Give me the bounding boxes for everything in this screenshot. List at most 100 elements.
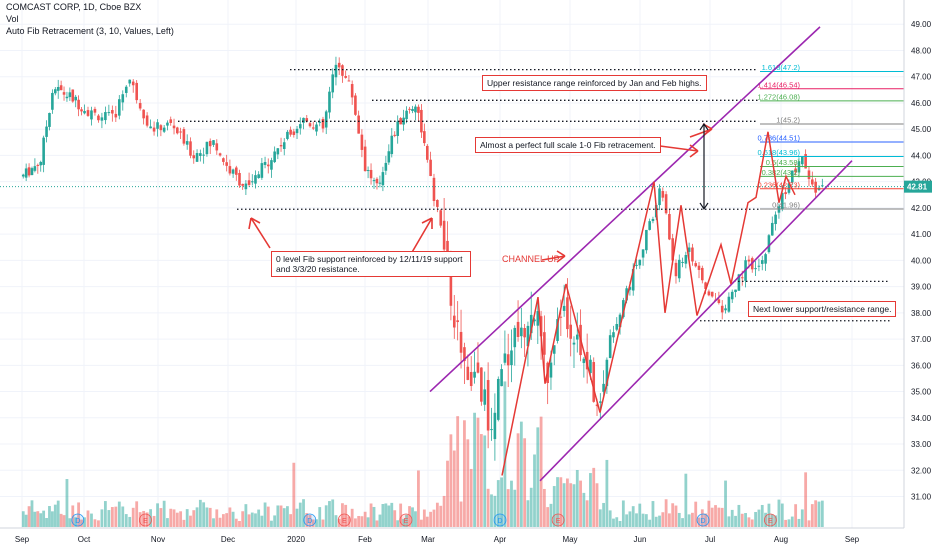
candle-body xyxy=(176,127,179,134)
volume-bar xyxy=(724,480,727,527)
candle-body xyxy=(53,89,57,94)
y-tick-label: 46.00 xyxy=(911,99,932,108)
volume-bar xyxy=(556,477,559,527)
candle-body xyxy=(93,108,97,113)
candle-body xyxy=(128,79,132,84)
volume-bar xyxy=(90,513,93,527)
volume-bar xyxy=(575,469,579,527)
candle-body xyxy=(372,180,376,182)
candle-body xyxy=(369,169,373,179)
annotation-arrows xyxy=(248,122,713,263)
volume-bar xyxy=(671,503,675,527)
candle-body xyxy=(42,137,45,165)
volume-bar xyxy=(687,514,691,527)
volume-bar xyxy=(24,514,28,527)
volume-bar xyxy=(552,486,556,527)
candle-body xyxy=(784,192,787,195)
volume-bar xyxy=(674,505,678,527)
fib-label: 1.414(46.54) xyxy=(757,80,800,89)
candle-body xyxy=(466,366,470,380)
volume-bar xyxy=(817,501,821,527)
candle-body xyxy=(506,354,510,366)
volume-bar xyxy=(68,518,72,527)
fib-label: 0.382(43.2) xyxy=(762,168,801,177)
y-tick-label: 38.00 xyxy=(911,309,932,318)
volume-bar xyxy=(648,519,652,527)
candle-body xyxy=(496,378,500,420)
volume-bar xyxy=(641,513,645,527)
event-marker-label: E xyxy=(556,518,561,525)
volume-bar xyxy=(172,509,176,527)
volume-bar xyxy=(225,513,229,527)
candle-body xyxy=(417,106,420,113)
fib-label: 0(41.96) xyxy=(772,200,800,209)
candle-body xyxy=(770,222,774,236)
candle-body xyxy=(694,263,698,267)
volume-bar xyxy=(486,488,490,527)
volume-bar xyxy=(179,511,183,527)
volume-bar xyxy=(720,507,724,527)
volume-bar xyxy=(107,510,111,527)
volume-bar xyxy=(45,518,48,527)
upper-resistance-callout: Upper resistance range reinforced by Jan… xyxy=(482,75,707,91)
candle-body xyxy=(774,214,777,225)
volume-bar xyxy=(727,516,731,527)
volume-bar xyxy=(33,511,37,527)
candle-body xyxy=(582,358,586,364)
volume-bar xyxy=(110,507,114,527)
candle-body xyxy=(585,351,589,370)
volume-bar xyxy=(83,517,86,527)
y-tick-label: 39.00 xyxy=(911,283,932,292)
volume-bar xyxy=(375,520,379,527)
dividend-marker xyxy=(696,513,710,527)
candle-body xyxy=(671,238,674,261)
candle-body xyxy=(254,175,257,184)
candle-body xyxy=(244,183,248,190)
candle-body xyxy=(717,299,721,304)
candle-body xyxy=(674,262,678,277)
volume-bar xyxy=(730,509,734,527)
fib-label: 0.786(44.51) xyxy=(757,134,800,143)
volume-bar xyxy=(156,503,159,527)
volume-bar xyxy=(53,504,57,527)
volume-bar xyxy=(270,520,273,527)
candle-body xyxy=(510,350,513,366)
candle-body xyxy=(704,282,707,289)
candle-body xyxy=(529,314,533,334)
volume-bar xyxy=(378,514,382,527)
candle-body xyxy=(638,259,642,266)
volume-bar xyxy=(764,512,767,527)
volume-bar xyxy=(658,515,661,527)
volume-bar xyxy=(439,505,443,527)
y-tick-label: 42.00 xyxy=(911,204,932,213)
candle-body xyxy=(787,183,791,193)
candle-body xyxy=(516,321,520,337)
volume-bar xyxy=(372,506,376,527)
volume-bar xyxy=(195,507,199,527)
candle-body xyxy=(411,108,414,112)
current-price-label: 42.81 xyxy=(907,183,928,192)
volume-bars xyxy=(21,381,824,527)
volume-bar xyxy=(500,477,504,527)
candle-body xyxy=(414,106,417,113)
candle-body xyxy=(734,289,737,293)
volume-bar xyxy=(315,519,318,527)
candle-body xyxy=(408,108,411,110)
candle-body xyxy=(77,99,80,110)
volume-bar xyxy=(456,416,460,527)
candle-body xyxy=(420,109,423,133)
candle-body xyxy=(68,92,72,98)
volume-bar xyxy=(595,483,599,527)
fib-label: 0.5(43.58) xyxy=(766,158,801,167)
volume-bar xyxy=(387,505,391,527)
volume-bar xyxy=(159,508,163,527)
volume-bar xyxy=(536,427,540,527)
candle-body xyxy=(684,255,688,264)
volume-bar xyxy=(221,514,225,527)
y-tick-label: 45.00 xyxy=(911,125,932,134)
candle-body xyxy=(533,319,536,322)
volume-bar xyxy=(263,502,267,527)
candle-body xyxy=(737,274,741,291)
volume-bar xyxy=(608,510,612,527)
